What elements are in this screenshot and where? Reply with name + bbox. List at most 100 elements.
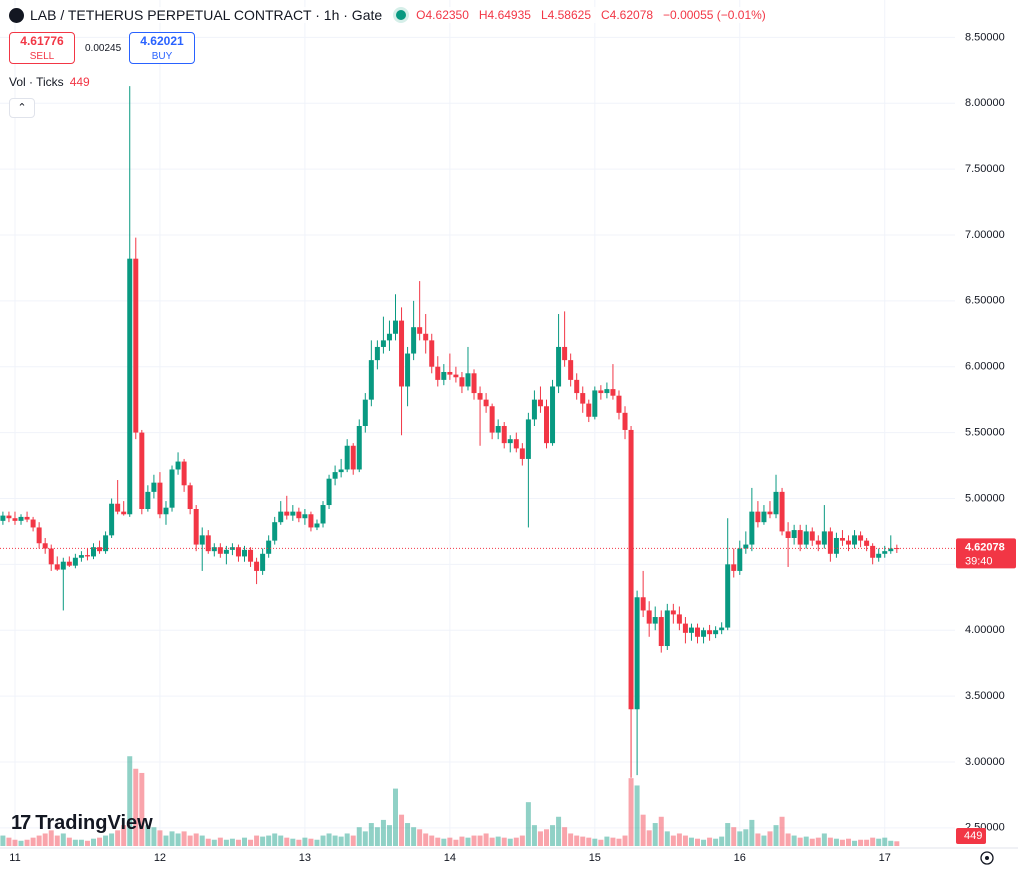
volume-bar <box>586 837 592 846</box>
candle-body <box>525 419 531 459</box>
volume-bar <box>658 816 664 846</box>
candle-body <box>338 469 344 473</box>
candle-body <box>888 548 894 552</box>
candle-body <box>151 482 157 492</box>
brand: 17 TradingView <box>11 812 153 835</box>
candle-body <box>374 346 380 361</box>
candle-body <box>121 511 127 515</box>
candle-body <box>574 379 580 394</box>
candle-body <box>876 553 882 558</box>
candle-body <box>882 551 888 554</box>
candle-body <box>773 491 779 515</box>
candle-body <box>97 547 103 552</box>
collapse-button[interactable]: ⌃ <box>9 98 35 118</box>
candle-body <box>864 540 870 546</box>
volume-bar <box>592 838 598 846</box>
volume-legend-title: Vol · Ticks <box>9 75 64 89</box>
candle-body <box>719 627 725 631</box>
y-tick-label: 7.00000 <box>965 229 1005 241</box>
candle-body <box>72 557 78 566</box>
volume-bar <box>489 837 495 846</box>
candle-body <box>84 555 90 557</box>
volume-bar <box>314 839 320 846</box>
symbol-logo <box>9 7 24 23</box>
volume-bar <box>707 837 713 846</box>
candle-body <box>6 515 12 519</box>
candle-body <box>731 564 737 571</box>
candle-body <box>36 527 42 544</box>
volume-bar <box>767 831 773 846</box>
x-tick-label: 12 <box>154 852 166 864</box>
candle-body <box>779 491 785 532</box>
volume-bar <box>84 840 90 846</box>
volume-bar <box>882 837 888 846</box>
candle-body <box>471 373 477 394</box>
candle-body <box>447 371 453 375</box>
volume-bar <box>640 814 646 846</box>
volume-bar <box>622 835 628 846</box>
grid <box>0 0 955 848</box>
candle-body <box>399 320 405 387</box>
volume-bar <box>326 833 332 846</box>
last-price-label: 4.62078 <box>965 541 1005 553</box>
volume-bar <box>0 835 6 846</box>
candle-body <box>568 360 574 380</box>
volume-bar <box>91 838 96 846</box>
volume-bar <box>556 816 562 846</box>
symbol-title[interactable]: LAB / TETHERUS PERPETUAL CONTRACT · 1h ·… <box>30 7 383 23</box>
volume-bar <box>888 840 894 846</box>
candle-body <box>429 340 435 367</box>
candle-body <box>755 511 761 523</box>
volume-bar <box>852 840 858 846</box>
buy-button[interactable]: 4.62021 BUY <box>129 32 195 64</box>
candle-body <box>30 519 36 528</box>
volume-bar <box>791 835 797 846</box>
volume-bar <box>344 833 350 846</box>
volume-bar <box>531 825 537 846</box>
volume-bar <box>127 756 133 846</box>
candle-body <box>453 374 459 378</box>
volume-bar <box>713 838 719 846</box>
candle-body <box>187 485 193 509</box>
candle-body <box>223 549 229 554</box>
sell-price: 4.61776 <box>20 34 64 48</box>
candle-body <box>652 617 658 624</box>
candle-body <box>791 530 797 538</box>
sell-button[interactable]: 4.61776 SELL <box>9 32 75 64</box>
candle-body <box>211 547 217 552</box>
volume-bar <box>411 827 417 846</box>
volume-bar <box>749 819 755 846</box>
candle-body <box>441 371 447 380</box>
candle-body <box>248 549 254 562</box>
settings-button[interactable] <box>980 851 994 865</box>
candle-body <box>664 610 670 647</box>
volume-bar <box>356 827 362 846</box>
candle-body <box>260 553 266 571</box>
volume-bar <box>157 830 163 846</box>
candle-body <box>489 406 495 433</box>
volume-bar <box>682 835 688 846</box>
candle-body <box>809 531 815 541</box>
candle-body <box>628 429 634 710</box>
candle-body <box>435 366 441 380</box>
volume-bar <box>66 837 72 846</box>
candle-body <box>284 511 290 516</box>
volume-bar <box>302 837 308 846</box>
volume-bar <box>30 837 36 846</box>
candle-body <box>78 555 84 558</box>
volume-bar <box>380 819 386 846</box>
volume-bar <box>562 827 568 846</box>
volume-bar <box>537 831 543 846</box>
volume-bar <box>688 837 694 846</box>
candle-body <box>242 549 247 557</box>
candle-body <box>272 522 278 541</box>
volume-legend: Vol · Ticks 449 <box>9 75 90 89</box>
volume-bar <box>864 839 870 846</box>
volume-bar <box>42 833 48 846</box>
candle-body <box>205 535 211 552</box>
volume-bar <box>785 833 791 846</box>
candle-body <box>320 505 326 524</box>
volume-bar <box>115 830 121 846</box>
candle-body <box>103 535 109 552</box>
candle-body <box>622 412 628 430</box>
